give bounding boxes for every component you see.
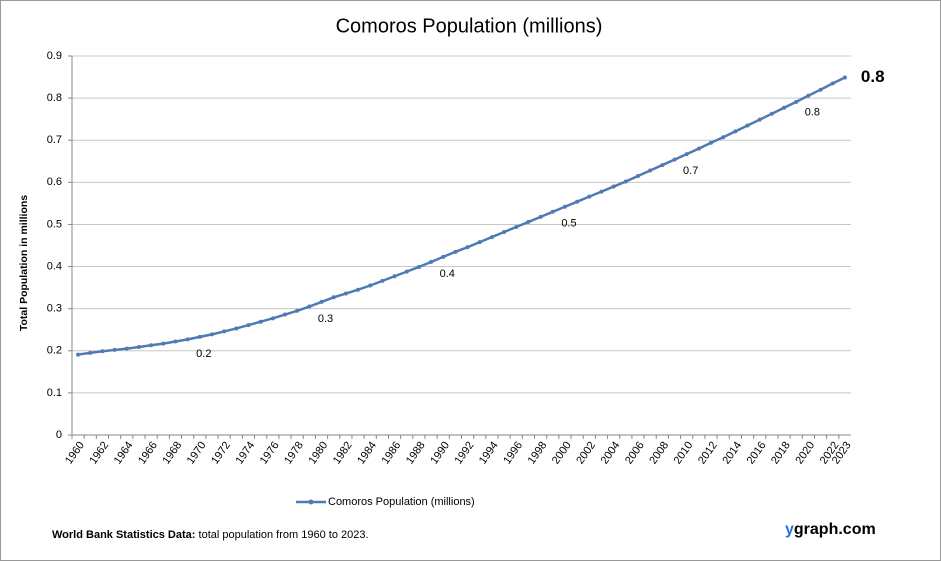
data-label: 0.2 bbox=[196, 348, 211, 360]
point bbox=[392, 274, 397, 279]
point bbox=[477, 240, 482, 245]
point bbox=[538, 214, 543, 219]
point bbox=[258, 319, 263, 324]
point bbox=[502, 230, 507, 235]
point bbox=[136, 344, 141, 349]
y-tick-label: 0.4 bbox=[47, 260, 62, 272]
point bbox=[782, 105, 787, 110]
point bbox=[185, 337, 190, 342]
point bbox=[453, 249, 458, 254]
footer-text: total population from 1960 to 2023. bbox=[199, 529, 369, 541]
point bbox=[343, 291, 348, 296]
point bbox=[794, 99, 799, 104]
point bbox=[818, 87, 823, 92]
point bbox=[842, 75, 847, 80]
point bbox=[429, 259, 434, 264]
point bbox=[76, 352, 81, 357]
point bbox=[648, 168, 653, 173]
point bbox=[489, 235, 494, 240]
point bbox=[197, 334, 202, 339]
point bbox=[234, 326, 239, 331]
point bbox=[830, 81, 835, 86]
point bbox=[124, 346, 129, 351]
point bbox=[222, 329, 227, 334]
footer: World Bank Statistics Data: total popula… bbox=[52, 529, 369, 541]
point bbox=[356, 287, 361, 292]
y-tick-label: 0.5 bbox=[47, 218, 62, 230]
y-tick-label: 0.9 bbox=[47, 50, 62, 62]
y-tick-label: 0.6 bbox=[47, 176, 62, 188]
point bbox=[721, 135, 726, 140]
point bbox=[587, 194, 592, 199]
point bbox=[806, 93, 811, 98]
point bbox=[270, 316, 275, 321]
point bbox=[319, 299, 324, 304]
brand-prefix: y bbox=[785, 521, 794, 538]
data-label: 0.8 bbox=[861, 67, 885, 86]
point bbox=[246, 323, 251, 328]
brand-name: graph.com bbox=[794, 521, 876, 538]
point bbox=[465, 245, 470, 250]
point bbox=[416, 264, 421, 269]
data-label: 0.8 bbox=[805, 106, 820, 118]
legend-label: Comoros Population (millions) bbox=[328, 496, 475, 508]
point bbox=[209, 332, 214, 337]
point bbox=[295, 308, 300, 313]
y-tick-label: 0.8 bbox=[47, 92, 62, 104]
point bbox=[599, 189, 604, 194]
point bbox=[112, 347, 117, 352]
point bbox=[733, 129, 738, 134]
series-line bbox=[77, 76, 846, 356]
point bbox=[368, 283, 373, 288]
point bbox=[623, 179, 628, 184]
point bbox=[307, 304, 312, 309]
point bbox=[88, 350, 93, 355]
point bbox=[441, 254, 446, 259]
point bbox=[331, 295, 336, 300]
y-tick-label: 0.3 bbox=[47, 303, 62, 315]
y-tick-label: 0.1 bbox=[47, 387, 62, 399]
data-label: 0.7 bbox=[683, 165, 698, 177]
point bbox=[404, 269, 409, 274]
point bbox=[660, 163, 665, 168]
point bbox=[709, 140, 714, 145]
point bbox=[283, 312, 288, 317]
chart-title: Comoros Population (millions) bbox=[336, 15, 603, 37]
point bbox=[514, 224, 519, 229]
point bbox=[562, 204, 567, 209]
point bbox=[100, 349, 105, 354]
footer-source: World Bank Statistics Data: bbox=[52, 529, 195, 541]
point bbox=[173, 339, 178, 344]
y-tick-label: 0.7 bbox=[47, 134, 62, 146]
y-tick-label: 0 bbox=[56, 429, 62, 441]
y-tick-label: 0.2 bbox=[47, 345, 62, 357]
point bbox=[611, 184, 616, 189]
point bbox=[550, 209, 555, 214]
point bbox=[757, 117, 762, 122]
data-label: 0.5 bbox=[561, 218, 576, 230]
point bbox=[526, 219, 531, 224]
point bbox=[672, 157, 677, 162]
data-label: 0.3 bbox=[318, 313, 333, 325]
brand: ygraph.com bbox=[785, 521, 876, 538]
data-label: 0.4 bbox=[440, 268, 455, 280]
point bbox=[161, 341, 166, 346]
point bbox=[769, 111, 774, 116]
point bbox=[149, 343, 154, 348]
legend-marker bbox=[308, 499, 314, 505]
point bbox=[635, 174, 640, 179]
point bbox=[380, 278, 385, 283]
point bbox=[684, 152, 689, 157]
point bbox=[696, 146, 701, 151]
point bbox=[745, 123, 750, 128]
y-axis-title: Total Population in millions bbox=[18, 195, 30, 331]
point bbox=[575, 199, 580, 204]
